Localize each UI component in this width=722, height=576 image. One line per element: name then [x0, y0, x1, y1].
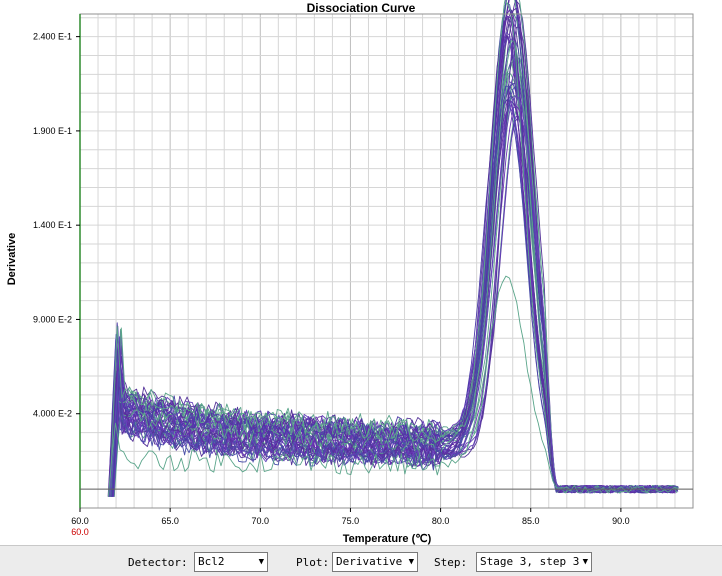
x-tick-label: 90.0 — [612, 516, 630, 526]
chevron-down-icon: ▼ — [582, 557, 588, 567]
chart-title: Dissociation Curve — [307, 1, 416, 15]
toolbar: Detector: Bcl2 ▼ Plot: Derivative ▼ Step… — [0, 545, 722, 576]
y-tick-label: 1.400 E-1 — [33, 220, 72, 230]
y-tick-label: 1.900 E-1 — [33, 126, 72, 136]
y-axis-label: Derivative — [6, 233, 18, 286]
plot-value: Derivative — [336, 555, 403, 568]
melt-curve — [108, 31, 676, 497]
x-tick-label: 60.0 — [71, 516, 89, 526]
axes: 4.000 E-2 9.000 E-2 1.400 E-1 1.900 E-1 2.40… — [33, 13, 694, 526]
dissociation-chart: 4.000 E-2 9.000 E-2 1.400 E-1 1.900 E-1 2.40… — [6, 0, 694, 545]
x-start-marker: 60.0 — [71, 527, 89, 537]
y-tick-label: 4.000 E-2 — [33, 409, 72, 419]
melt-curve — [107, 9, 676, 497]
melt-curve — [109, 95, 678, 497]
x-axis-label: Temperature (℃) — [343, 533, 432, 545]
detector-label: Detector: — [128, 556, 188, 569]
y-tick-label: 2.400 E-1 — [33, 32, 72, 42]
x-tick-label: 85.0 — [522, 516, 540, 526]
chevron-down-icon: ▼ — [408, 557, 414, 567]
y-tick-label: 9.000 E-2 — [33, 314, 72, 324]
x-tick-label: 75.0 — [342, 516, 360, 526]
plot-select[interactable]: Derivative ▼ — [332, 552, 418, 572]
chevron-down-icon: ▼ — [258, 557, 264, 567]
x-tick-label: 65.0 — [161, 516, 179, 526]
detector-select[interactable]: Bcl2 ▼ — [194, 552, 268, 572]
step-label: Step: — [434, 556, 468, 569]
step-select[interactable]: Stage 3, step 3 ▼ — [476, 552, 592, 572]
detector-value: Bcl2 — [198, 555, 225, 568]
step-value: Stage 3, step 3 — [480, 555, 580, 568]
melt-curve — [111, 85, 679, 497]
plot-label: Plot: — [296, 556, 330, 569]
x-tick-label: 70.0 — [252, 516, 270, 526]
x-tick-label: 80.0 — [432, 516, 450, 526]
melt-curve — [107, 275, 676, 497]
